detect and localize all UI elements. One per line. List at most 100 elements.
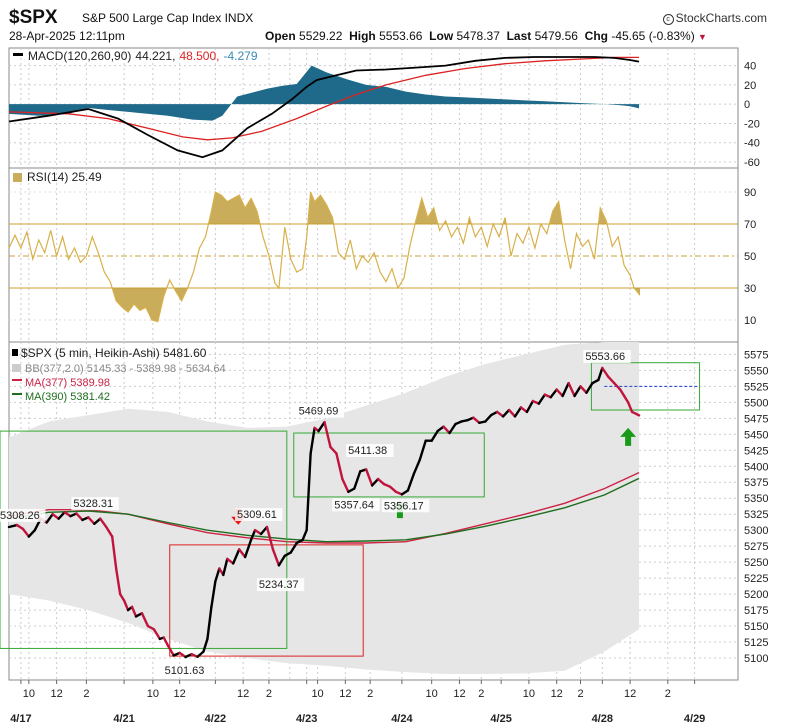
exchange: INDX — [224, 11, 254, 25]
price-segment — [105, 525, 114, 538]
x-tick-label: 2 — [266, 688, 272, 700]
price-y-tick: 5525 — [744, 381, 768, 393]
price-label: 5356.17 — [384, 500, 424, 512]
brand[interactable]: c StockCharts.com — [662, 11, 767, 25]
price-segment — [567, 381, 576, 398]
price-label-bg — [346, 443, 394, 457]
box-green-left — [0, 430, 288, 649]
price-segment — [549, 388, 558, 399]
price-segment — [166, 644, 175, 657]
price-segment — [130, 605, 138, 618]
price-segment — [289, 541, 298, 554]
price-segment — [140, 612, 150, 628]
price-label: 5234.37 — [259, 579, 299, 591]
price-legend-title: $SPX (5 min, Heikin-Ashi) 5481.60 — [21, 346, 207, 360]
price-label: 5553.66 — [585, 351, 625, 363]
price-segment — [376, 477, 386, 486]
price-label: 5101.63 — [165, 665, 205, 677]
price-segment — [370, 477, 380, 487]
price-y-tick: 5550 — [744, 365, 768, 377]
rsi-legend-swatch — [13, 173, 22, 182]
open-value: 5529.22 — [299, 29, 343, 43]
rsi-y-tick: 30 — [744, 283, 756, 295]
macd-legend-swatch — [13, 53, 23, 56]
rsi-y-tick: 70 — [744, 219, 756, 231]
price-segment — [495, 410, 505, 418]
box-green-mid — [293, 432, 485, 498]
x-tick-label: 10 — [311, 688, 323, 700]
price-segment — [555, 388, 564, 398]
price-y-tick: 5500 — [744, 397, 768, 409]
macd-y-tick: -20 — [744, 118, 760, 130]
price-segment — [561, 381, 570, 398]
x-tick-label: 10 — [426, 688, 438, 700]
x-tick-label: 2 — [83, 688, 89, 700]
macd-y-tick: -60 — [744, 157, 760, 169]
macd-legend-part: MACD(120,260,90) — [28, 49, 131, 63]
price-panel: 5575 5550 5525 5500 5475 5450 5425 5400 5375 5350… — [0, 342, 768, 677]
price-segment — [196, 650, 205, 658]
buy-arrow-right — [620, 427, 637, 446]
rsi-oversold-fill — [112, 288, 641, 322]
price-segment — [525, 399, 535, 414]
ma390-legend-swatch — [12, 393, 22, 395]
price-segment — [597, 366, 604, 382]
ma377-legend-swatch — [12, 379, 22, 381]
x-tick-label: 4/29 — [684, 713, 705, 725]
price-segment — [21, 527, 31, 538]
brand-text: StockCharts.com — [675, 11, 767, 25]
security-name-text: S&P 500 Large Cap Index — [82, 11, 222, 25]
price-segment — [206, 605, 213, 641]
price-segment — [45, 512, 54, 524]
price-segment — [75, 512, 84, 522]
price-label-bg — [71, 497, 119, 511]
price-segment — [406, 472, 416, 492]
price-label: 5469.69 — [299, 406, 339, 418]
price-y-tick: 5450 — [744, 429, 768, 441]
price-segment — [353, 470, 362, 490]
chg-value: -45.65 (-0.83%) — [611, 29, 695, 43]
price-label-bg — [381, 499, 430, 513]
price-segment — [341, 477, 350, 494]
x-tick-label: 10 — [147, 688, 159, 700]
price-y-tick: 5275 — [744, 541, 768, 553]
price-segment — [430, 429, 439, 442]
macd-legend-part: 48.500, — [179, 49, 219, 63]
price-label-bg — [235, 508, 283, 522]
low-label: Low — [429, 29, 454, 43]
price-y-tick: 5250 — [744, 557, 768, 569]
price-label-bg — [162, 663, 211, 677]
price-segment — [232, 548, 241, 565]
macd-line — [8, 56, 640, 159]
price-y-tick: 5125 — [744, 637, 768, 649]
x-tick-label: 12 — [453, 688, 465, 700]
x-tick-label: 12 — [339, 688, 351, 700]
price-segment — [484, 413, 493, 423]
price-label: 5309.61 — [237, 509, 277, 521]
symbol: $SPX — [9, 7, 58, 28]
price-segment — [607, 375, 616, 385]
last-label: Last — [506, 29, 532, 43]
price-y-tick: 5100 — [744, 653, 768, 665]
price-segment — [122, 599, 130, 612]
bb-legend: BB(377,2.0) 5145.33 - 5389.98 - 5634.64 — [25, 363, 226, 375]
price-segment — [364, 468, 374, 487]
price-label-bg — [583, 350, 631, 364]
price-segment — [301, 528, 308, 541]
high-label: High — [349, 29, 376, 43]
macd-legend-part: -4.279 — [223, 49, 257, 63]
x-tick-label: 10 — [23, 688, 35, 700]
ma390-legend: MA(390) 5381.42 — [25, 391, 110, 403]
x-tick-label: 2 — [478, 688, 484, 700]
price-segment — [323, 420, 332, 449]
price-segment — [335, 452, 344, 481]
x-tick-label: 4/28 — [592, 713, 613, 725]
price-segment — [237, 548, 247, 559]
price-segment — [626, 401, 634, 414]
price-label: 5411.38 — [348, 445, 387, 457]
price-segment — [579, 385, 588, 394]
x-tick-label: 4/25 — [490, 713, 511, 725]
down-triangle-icon: ▼ — [698, 32, 707, 42]
price-segment — [87, 516, 96, 525]
x-tick-label: 2 — [665, 688, 671, 700]
